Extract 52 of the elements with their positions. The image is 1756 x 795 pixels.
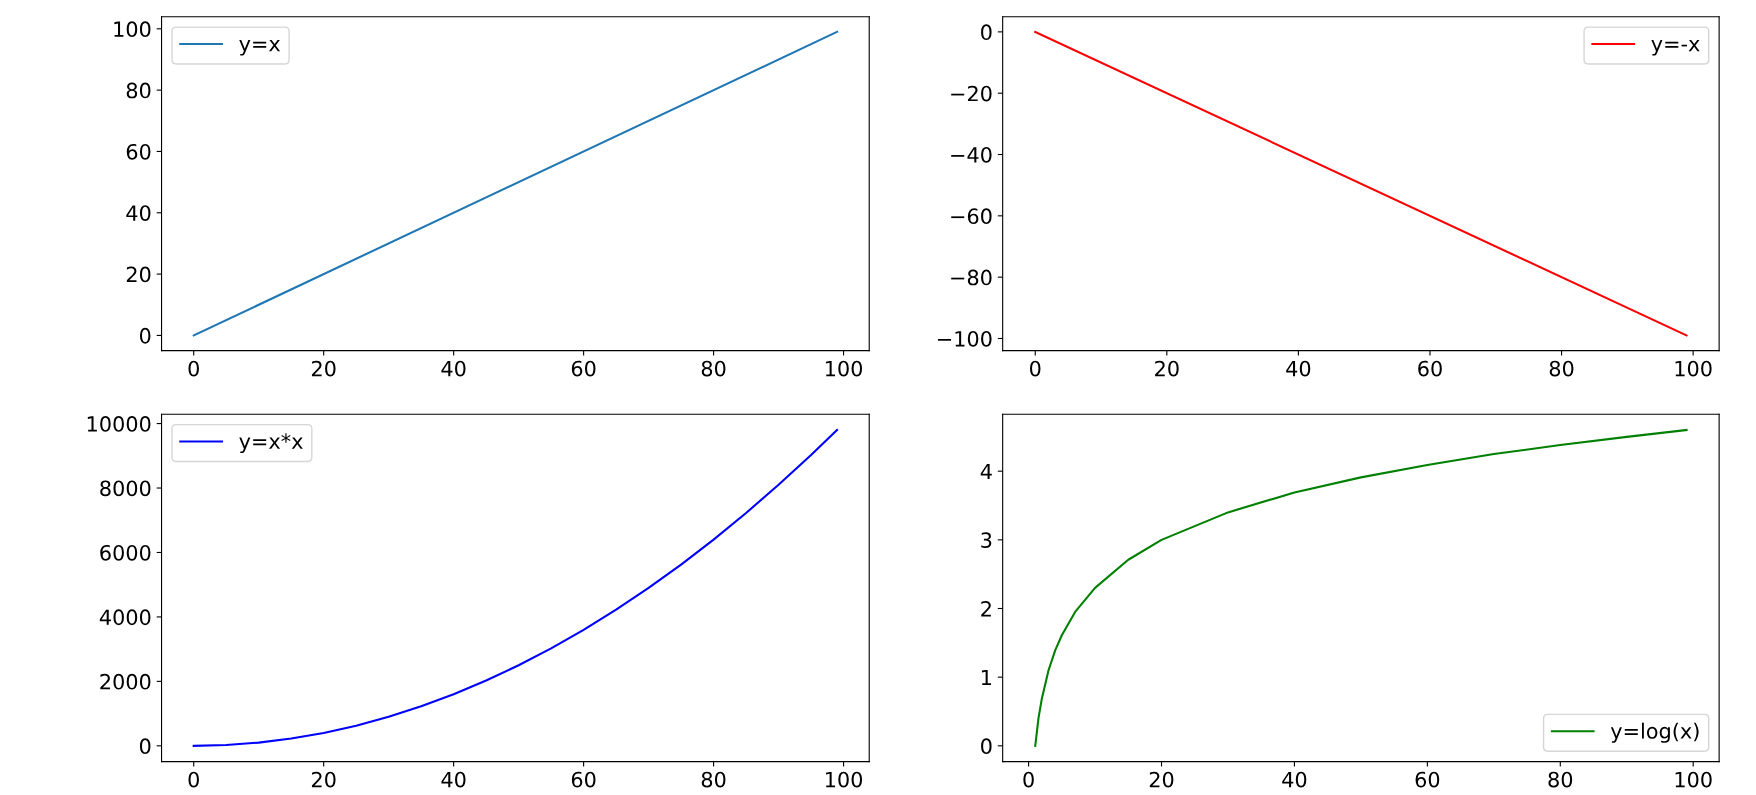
y-tick-label: −60 [951,208,992,225]
y-tick-label: 4000 [99,609,151,626]
x-tick-label: 100 [825,360,863,377]
y-tick-label: 20 [126,266,151,283]
x-tick-label: 60 [571,360,596,377]
x-tick-label: 100 [825,771,863,788]
y-tick-label: 6000 [100,544,151,561]
line-series [192,428,839,747]
y-tick-label: 40 [126,205,151,221]
x-tick-label: 60 [1415,771,1440,788]
x-tick-label: 80 [701,360,726,377]
legend-label: y=x*x [239,433,303,454]
y-tick-label: −40 [951,146,992,163]
x-tick-label: 80 [701,771,726,788]
x-tick-label: 60 [1418,360,1442,377]
y-tick-label: 2000 [100,673,151,690]
x-tick-label: 80 [1549,360,1574,377]
y-tick-label: 0 [981,24,992,41]
x-tick-label: 0 [188,360,199,377]
y-tick-label: 10000 [87,416,151,432]
x-tick-label: 80 [1548,771,1573,788]
y-tick-label: 4 [980,463,992,480]
x-tick-label: 40 [1282,771,1307,788]
y-tick-label: 0 [139,327,151,344]
x-tick-label: 20 [311,360,336,377]
x-tick-label: 20 [311,771,336,788]
legend-label: y=log(x) [1610,722,1699,743]
x-tick-label: 40 [441,360,466,377]
y-tick-label: −20 [951,85,992,102]
y-tick-label: 60 [126,143,151,160]
x-tick-label: 0 [1023,771,1034,788]
y-tick-label: −100 [937,330,992,347]
y-tick-label: 100 [114,21,151,38]
y-tick-label: 1 [981,669,992,686]
y-tick-label: 3 [981,532,992,549]
y-tick-label: 80 [126,82,151,99]
y-tick-label: −80 [951,269,992,286]
x-tick-label: 40 [441,771,466,788]
y-tick-label: 0 [139,738,151,755]
x-tick-label: 20 [1155,360,1179,377]
x-tick-label: 100 [1675,360,1712,377]
x-tick-label: 100 [1675,771,1712,788]
y-tick-label: 2 [981,600,991,617]
x-tick-label: 20 [1149,771,1174,788]
legend-label: y=x [239,39,281,56]
x-tick-label: 60 [571,771,596,788]
y-tick-label: 0 [981,738,992,755]
x-tick-label: 0 [188,771,199,788]
y-tick-label: 8000 [100,480,151,497]
legend-label: y=-x [1651,39,1700,56]
x-tick-label: 40 [1286,360,1311,377]
x-tick-label: 0 [1029,360,1041,377]
